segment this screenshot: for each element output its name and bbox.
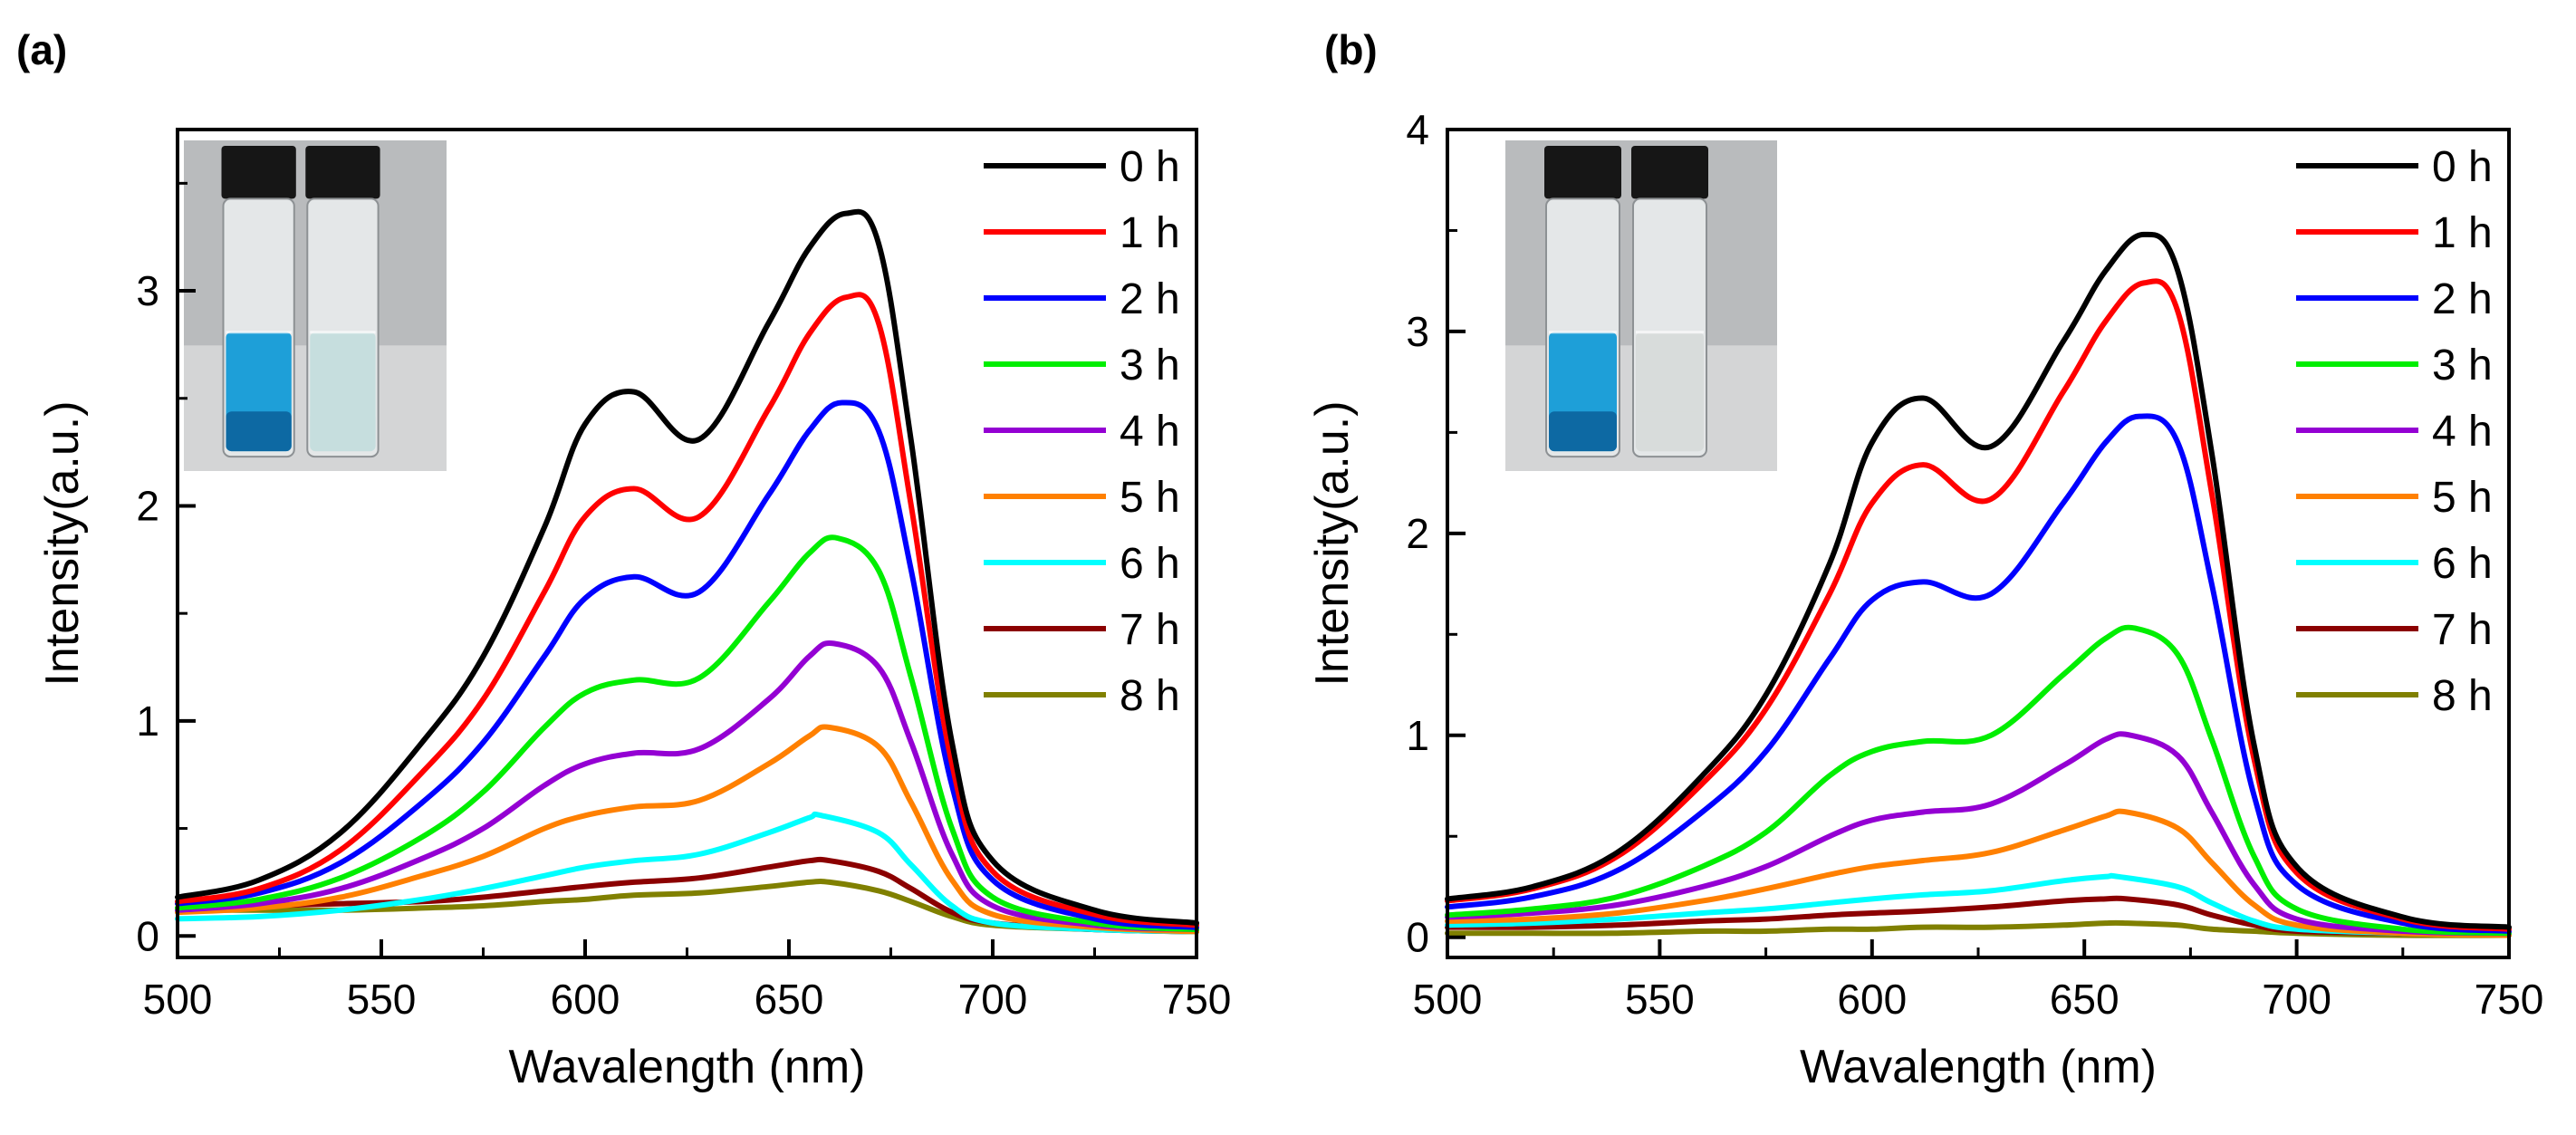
legend-label: 7 h xyxy=(2432,606,2493,654)
x-tick-label: 650 xyxy=(755,976,824,1023)
legend-label: 8 h xyxy=(1120,672,1180,720)
vial-cap xyxy=(221,146,296,199)
y-axis-title: Intensity(a.u.) xyxy=(36,400,89,686)
y-tick-label: 2 xyxy=(136,482,159,529)
chart-panel-a: (a) 500 550 600 650 700 750 0 1 2 3 Wavalength (nm… xyxy=(16,26,1232,1093)
x-axis-title: Wavalength (nm) xyxy=(509,1041,866,1093)
series-line-2h xyxy=(1445,413,2512,934)
x-tick-label: 600 xyxy=(551,976,620,1023)
y-tick-label: 0 xyxy=(1406,914,1429,961)
y-tick-label: 1 xyxy=(136,697,159,745)
legend-label: 4 h xyxy=(1120,408,1180,456)
series-group xyxy=(175,208,1199,935)
legend-label: 6 h xyxy=(2432,540,2493,588)
panel-label: (b) xyxy=(1324,26,1378,73)
vial-liquid-shade xyxy=(310,411,376,452)
vial-blue xyxy=(1544,146,1621,458)
y-tick-label: 3 xyxy=(136,267,159,314)
x-tick-label: 550 xyxy=(1625,976,1695,1023)
vial-cap xyxy=(1631,146,1708,199)
y-tick-label: 2 xyxy=(1406,510,1429,557)
x-axis-title: Wavalength (nm) xyxy=(1800,1041,2157,1093)
chart-a-svg: 500 550 600 650 700 750 0 1 2 3 Wavalength (nm) Int… xyxy=(36,128,1232,1093)
legend-label: 2 h xyxy=(1120,275,1180,323)
legend: 0 h 1 h 2 h 3 h 4 h 5 h 6 h 7 h 8 h xyxy=(2296,143,2493,720)
x-tick-label: 500 xyxy=(143,976,213,1023)
legend-label: 3 h xyxy=(2432,341,2493,390)
legend-label: 6 h xyxy=(1120,540,1180,588)
series-line-0h xyxy=(1445,231,2512,930)
x-axis: 500 550 600 650 700 750 xyxy=(143,939,1232,1023)
panel-label: (a) xyxy=(16,26,68,73)
legend-label: 4 h xyxy=(2432,408,2493,456)
x-tick-label: 600 xyxy=(1837,976,1907,1023)
legend-label: 5 h xyxy=(1120,474,1180,522)
y-tick-label: 4 xyxy=(1406,106,1429,153)
chart-b-svg: 500 550 600 650 700 750 0 1 2 3 4 Wavalength (nm) In… xyxy=(1306,106,2544,1093)
inset-photo xyxy=(1505,140,1777,471)
y-tick-label: 1 xyxy=(1406,712,1429,759)
series-line-6h xyxy=(1445,872,2512,938)
legend: 0 h 1 h 2 h 3 h 4 h 5 h 6 h 7 h 8 h xyxy=(984,143,1180,720)
series-line-3h xyxy=(1445,624,2512,937)
y-axis: 0 1 2 3 4 xyxy=(1406,106,1466,961)
series-line-6h xyxy=(175,811,1199,935)
legend-label: 1 h xyxy=(1120,209,1180,257)
vial-liquid-shade xyxy=(1549,411,1617,452)
series-line-4h xyxy=(1445,731,2512,937)
series-line-8h xyxy=(1445,919,2512,938)
y-tick-label: 3 xyxy=(1406,308,1429,355)
legend-label: 5 h xyxy=(2432,474,2493,522)
legend-label: 1 h xyxy=(2432,209,2493,257)
vial-cap xyxy=(1544,146,1621,199)
vial-cap xyxy=(305,146,380,199)
x-tick-label: 550 xyxy=(347,976,417,1023)
legend-label: 8 h xyxy=(2432,672,2493,720)
x-tick-label: 700 xyxy=(958,976,1028,1023)
legend-label: 2 h xyxy=(2432,275,2493,323)
chart-panel-b: (b) 500 550 600 650 700 750 0 1 2 3 4 Wavalength (n… xyxy=(1288,0,2576,1135)
vial-liquid-shade xyxy=(1636,411,1704,452)
series-group xyxy=(1445,231,2512,938)
y-tick-label: 0 xyxy=(136,912,159,959)
y-axis: 0 1 2 3 xyxy=(136,181,196,959)
inset-photo xyxy=(184,140,447,471)
vial-blue xyxy=(221,146,296,458)
legend-label: 0 h xyxy=(2432,143,2493,191)
series-line-1h xyxy=(175,292,1199,928)
x-tick-label: 750 xyxy=(2475,976,2544,1023)
vial-faded xyxy=(305,146,380,458)
x-axis: 500 550 600 650 700 750 xyxy=(1413,939,2544,1023)
x-tick-label: 500 xyxy=(1413,976,1483,1023)
series-line-5h xyxy=(1445,808,2512,938)
series-line-2h xyxy=(175,399,1199,930)
series-line-0h xyxy=(175,208,1199,926)
vial-faded xyxy=(1631,146,1708,458)
x-tick-label: 750 xyxy=(1162,976,1232,1023)
legend-label: 0 h xyxy=(1120,143,1180,191)
series-line-4h xyxy=(175,640,1199,933)
legend-label: 3 h xyxy=(1120,341,1180,390)
x-tick-label: 650 xyxy=(2050,976,2119,1023)
x-tick-label: 700 xyxy=(2262,976,2331,1023)
vial-liquid-shade xyxy=(226,411,292,452)
series-line-5h xyxy=(175,724,1199,935)
series-line-3h xyxy=(175,534,1199,933)
y-axis-title: Intensity(a.u.) xyxy=(1306,400,1359,686)
legend-label: 7 h xyxy=(1120,606,1180,654)
